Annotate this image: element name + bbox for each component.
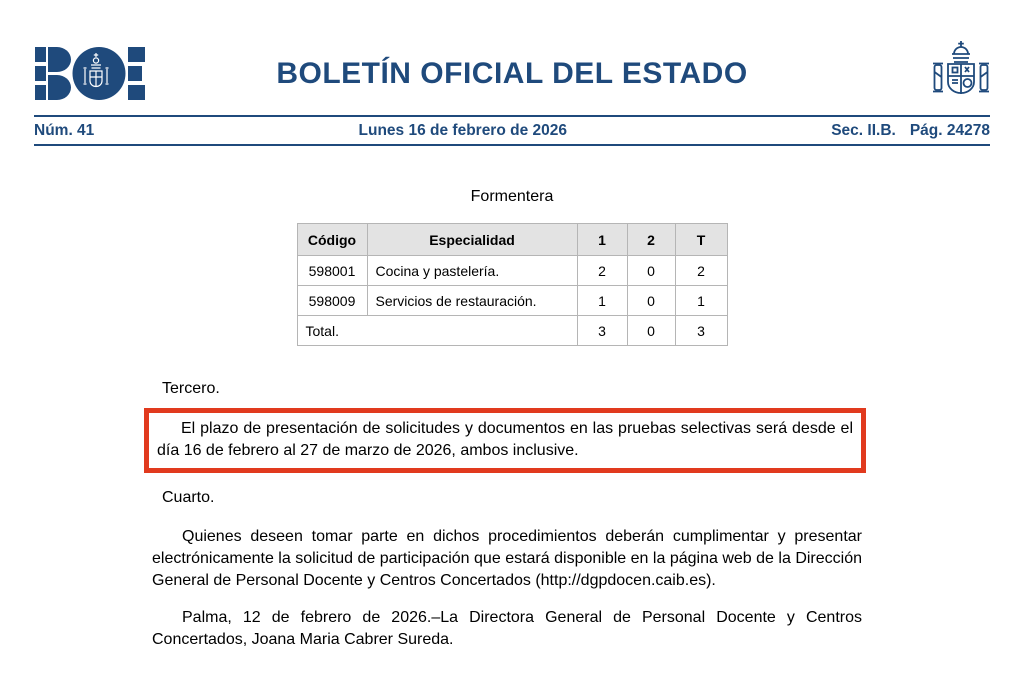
table-row: 598009 Servicios de restauración. 1 0 1	[296, 285, 728, 316]
boe-logo-icon	[35, 47, 145, 100]
location-heading: Formentera	[470, 188, 554, 205]
col-header-1: 1	[576, 223, 628, 256]
issue-number: Núm. 41	[34, 121, 95, 139]
cell-especialidad: Servicios de restauración.	[366, 285, 578, 316]
issue-band: Núm. 41 Lunes 16 de febrero de 2026 Sec.…	[34, 115, 990, 146]
table-row: 598001 Cocina y pastelería. 2 0 2	[296, 255, 728, 286]
col-header-especialidad: Especialidad	[366, 223, 578, 256]
table-header-row: Código Especialidad 1 2 T	[296, 223, 728, 256]
page-number-label: Pág. 24278	[909, 121, 990, 139]
cell-count-1: 3	[576, 315, 628, 346]
highlighted-paragraph: El plazo de presentación de solicitudes …	[157, 420, 853, 459]
issue-date: Lunes 16 de febrero de 2026	[358, 121, 567, 139]
table-total-row: Total. 3 0 3	[296, 315, 728, 346]
cell-count-1: 1	[576, 285, 628, 316]
cell-count-2: 0	[626, 285, 676, 316]
cuarto-paragraph: Quienes deseen tomar parte en dichos pro…	[152, 528, 862, 589]
cell-count-1: 2	[576, 255, 628, 286]
cell-total: 1	[674, 285, 728, 316]
col-header-codigo: Código	[296, 223, 368, 256]
cell-total-label: Total.	[296, 315, 578, 346]
cell-total: 3	[674, 315, 728, 346]
highlight-annotation-box: El plazo de presentación de solicitudes …	[144, 408, 866, 473]
masthead: BOLETÍN OFICIAL DEL ESTADO	[0, 0, 1024, 115]
col-header-t: T	[674, 223, 728, 256]
cell-count-2: 0	[626, 255, 676, 286]
cuarto-heading: Cuarto.	[162, 489, 215, 506]
cell-codigo: 598009	[296, 285, 368, 316]
cell-total: 2	[674, 255, 728, 286]
cell-count-2: 0	[626, 315, 676, 346]
masthead-title: BOLETÍN OFICIAL DEL ESTADO	[276, 57, 748, 90]
document-body: Tercero. El plazo de presentación de sol…	[144, 378, 866, 651]
logo-crest-lines	[83, 53, 109, 88]
spain-coat-of-arms-icon	[933, 41, 989, 94]
cell-especialidad: Cocina y pastelería.	[366, 255, 578, 286]
cell-codigo: 598001	[296, 255, 368, 286]
tercero-heading: Tercero.	[162, 380, 220, 397]
closing-paragraph: Palma, 12 de febrero de 2026.–La Directo…	[152, 609, 862, 648]
vacancies-table: Código Especialidad 1 2 T 598001 Cocina …	[296, 223, 728, 346]
col-header-2: 2	[626, 223, 676, 256]
section-label: Sec. II.B.	[831, 121, 896, 139]
